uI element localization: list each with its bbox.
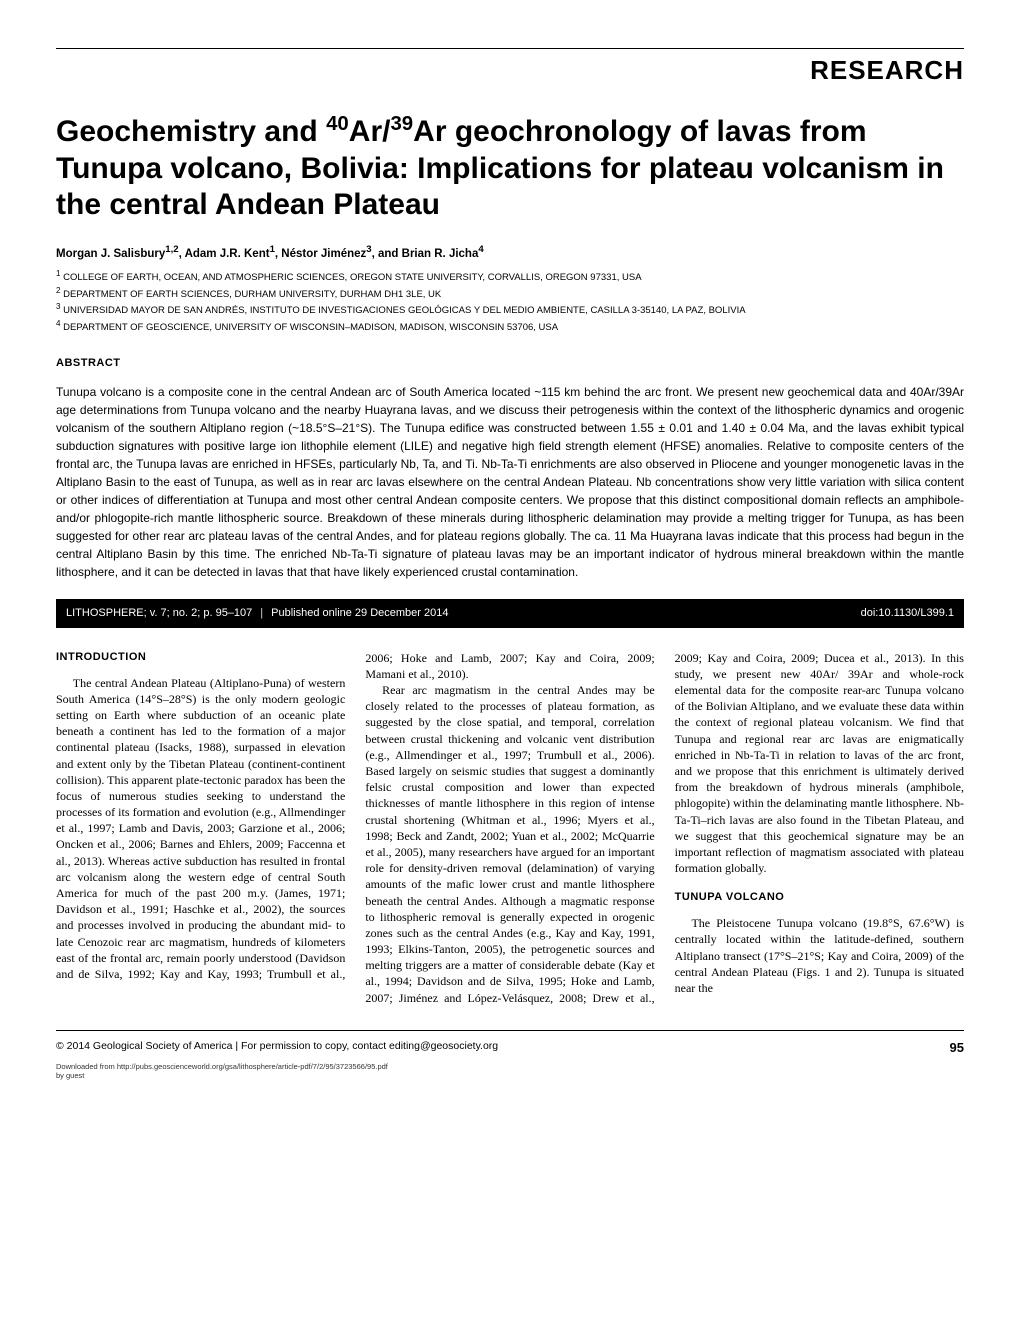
pub-doi: doi:10.1130/L399.1 xyxy=(861,606,954,621)
body-columns: INTRODUCTION The central Andean Plateau … xyxy=(56,650,964,1006)
section-label: RESEARCH xyxy=(56,53,964,88)
pub-citation: LITHOSPHERE; v. 7; no. 2; p. 95–107 xyxy=(66,606,252,621)
affiliations: 1 COLLEGE OF EARTH, OCEAN, AND ATMOSPHER… xyxy=(56,268,964,334)
pub-separator: | xyxy=(260,606,263,621)
footer-page-number: 95 xyxy=(950,1039,964,1057)
top-rule xyxy=(56,48,964,49)
authors: Morgan J. Salisbury1,2, Adam J.R. Kent1,… xyxy=(56,244,964,262)
affiliation-line: 2 DEPARTMENT OF EARTH SCIENCES, DURHAM U… xyxy=(56,285,964,301)
affiliation-line: 3 UNIVERSIDAD MAYOR DE SAN ANDRÉS, INSTI… xyxy=(56,301,964,317)
publication-info-bar: LITHOSPHERE; v. 7; no. 2; p. 95–107 | Pu… xyxy=(56,599,964,628)
footer-copyright: © 2014 Geological Society of America xyxy=(56,1040,232,1052)
footer-permission: For permission to copy, contact editing@… xyxy=(241,1040,498,1052)
download-by: by guest xyxy=(56,1071,964,1080)
footer: © 2014 Geological Society of America | F… xyxy=(56,1030,964,1057)
affiliation-line: 4 DEPARTMENT OF GEOSCIENCE, UNIVERSITY O… xyxy=(56,318,964,334)
tunupa-heading: TUNUPA VOLCANO xyxy=(675,890,964,905)
tunupa-paragraph: The Pleistocene Tunupa volcano (19.8°S, … xyxy=(675,915,964,996)
pub-date: Published online 29 December 2014 xyxy=(271,606,448,621)
abstract-heading: ABSTRACT xyxy=(56,356,964,371)
pub-left: LITHOSPHERE; v. 7; no. 2; p. 95–107 | Pu… xyxy=(66,606,448,621)
affiliation-line: 1 COLLEGE OF EARTH, OCEAN, AND ATMOSPHER… xyxy=(56,268,964,284)
footer-left: © 2014 Geological Society of America | F… xyxy=(56,1039,498,1057)
download-url: Downloaded from http://pubs.geosciencewo… xyxy=(56,1062,964,1071)
abstract-text: Tunupa volcano is a composite cone in th… xyxy=(56,383,964,581)
article-title: Geochemistry and 40Ar/39Ar geochronology… xyxy=(56,112,964,224)
download-note: Downloaded from http://pubs.geosciencewo… xyxy=(56,1062,964,1080)
introduction-heading: INTRODUCTION xyxy=(56,650,345,665)
